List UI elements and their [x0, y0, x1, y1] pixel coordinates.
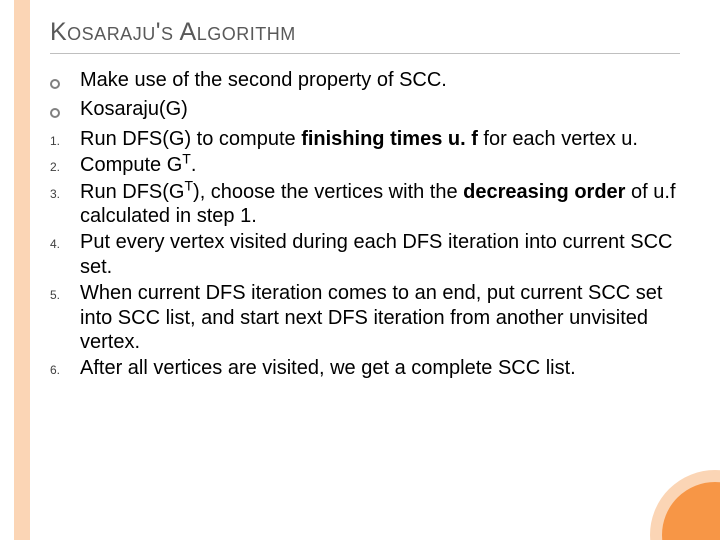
- step-number: 4.: [50, 230, 80, 252]
- left-stripe: [14, 0, 30, 540]
- bullet-item: Kosaraju(G): [50, 97, 680, 124]
- decorative-circle-icon: [650, 470, 720, 540]
- step-item: 2. Compute GT.: [50, 153, 680, 177]
- step-text: Compute GT.: [80, 153, 680, 177]
- slide-title: Kosaraju's Algorithm: [50, 18, 680, 54]
- slide: Kosaraju's Algorithm Make use of the sec…: [0, 0, 720, 540]
- step-item: 1. Run DFS(G) to compute finishing times…: [50, 127, 680, 151]
- bullet-item: Make use of the second property of SCC.: [50, 68, 680, 95]
- step-item: 5. When current DFS iteration comes to a…: [50, 281, 680, 354]
- bullet-text: Kosaraju(G): [80, 97, 680, 121]
- step-number: 2.: [50, 153, 80, 175]
- ring-bullet-icon: [50, 68, 80, 95]
- step-item: 4. Put every vertex visited during each …: [50, 230, 680, 279]
- step-number: 3.: [50, 180, 80, 202]
- step-text: Run DFS(GT), choose the vertices with th…: [80, 180, 680, 229]
- ring-bullet-icon: [50, 97, 80, 124]
- step-text: After all vertices are visited, we get a…: [80, 356, 680, 380]
- step-item: 6. After all vertices are visited, we ge…: [50, 356, 680, 380]
- step-number: 5.: [50, 281, 80, 303]
- step-number: 6.: [50, 356, 80, 378]
- slide-content: Make use of the second property of SCC. …: [50, 68, 680, 381]
- step-text: Put every vertex visited during each DFS…: [80, 230, 680, 279]
- step-item: 3. Run DFS(GT), choose the vertices with…: [50, 180, 680, 229]
- step-text: Run DFS(G) to compute finishing times u.…: [80, 127, 680, 151]
- bullet-text: Make use of the second property of SCC.: [80, 68, 680, 92]
- step-text: When current DFS iteration comes to an e…: [80, 281, 680, 354]
- step-number: 1.: [50, 127, 80, 149]
